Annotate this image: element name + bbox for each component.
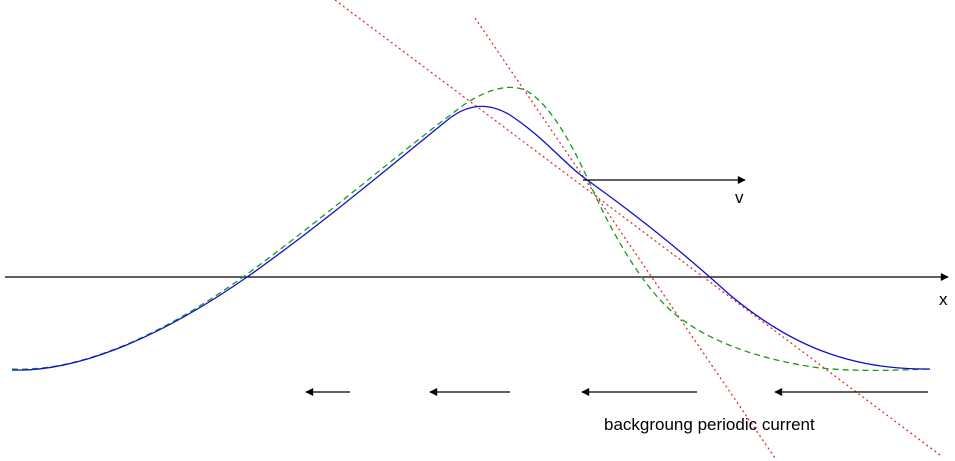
x-axis-label: x (939, 290, 948, 309)
solid-wave-curve (11, 105, 931, 371)
tangent-line-shallow (334, 0, 941, 456)
tangent-line-steep (474, 17, 776, 459)
velocity-label: v (735, 188, 744, 207)
current-label: backgroung periodic current (604, 415, 815, 434)
dashed-wave-curve (11, 86, 931, 372)
